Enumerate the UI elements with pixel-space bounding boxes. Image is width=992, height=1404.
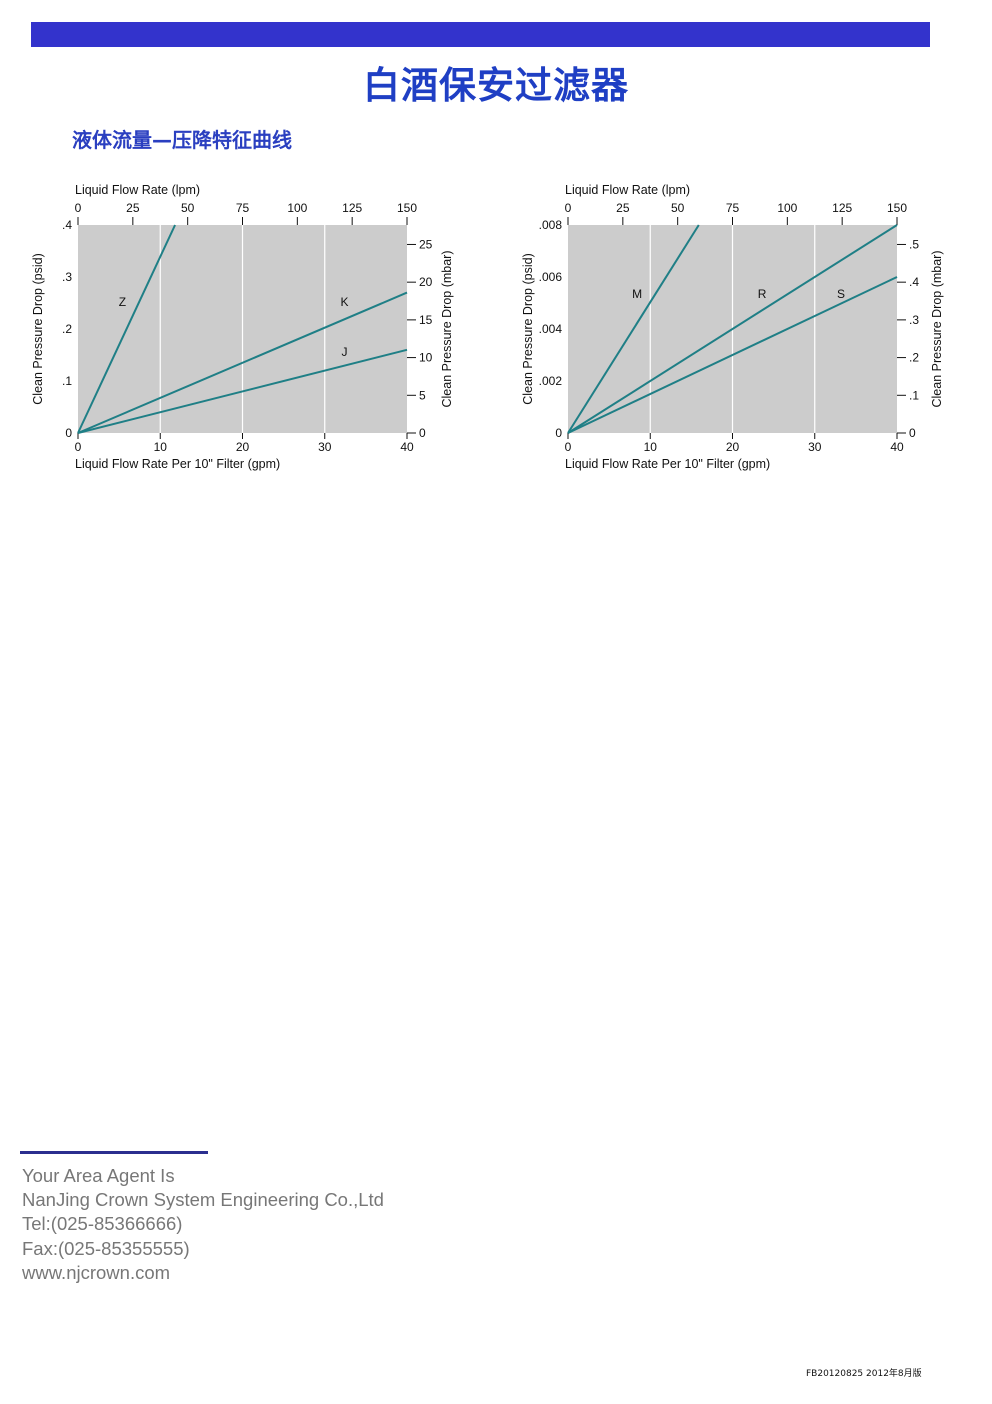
agent-line: Your Area Agent Is xyxy=(22,1165,175,1186)
x-axis-tick-label: 30 xyxy=(808,440,822,454)
top-axis-tick-label: 0 xyxy=(75,201,82,215)
series-label-k: K xyxy=(340,295,348,309)
telephone: Tel:(025-85366666) xyxy=(22,1213,183,1235)
x-axis-tick-label: 10 xyxy=(154,440,168,454)
x-axis-tick-label: 30 xyxy=(318,440,332,454)
series-line-z xyxy=(77,224,176,434)
right-axis-tick-label: 25 xyxy=(419,237,433,251)
series-label-r: R xyxy=(758,287,767,301)
top-axis-tick-label: 125 xyxy=(342,201,362,215)
right-axis-title: Clean Pressure Drop (mbar) xyxy=(440,251,454,408)
right-axis-tick-label: .4 xyxy=(909,275,919,289)
right-axis-tick-label: .2 xyxy=(909,351,919,365)
top-axis-tick-label: 100 xyxy=(287,201,307,215)
website: www.njcrown.com xyxy=(22,1261,171,1283)
x-axis-tick-label: 0 xyxy=(75,440,82,454)
right-axis-tick-label: .5 xyxy=(909,237,919,251)
x-axis-tick-label: 20 xyxy=(236,440,250,454)
y-axis-title: Clean Pressure Drop (psid) xyxy=(31,253,45,404)
pressure-drop-chart-right: 0 25 50 75 100 125 150 Liquid Flow Rate (lpm) 0 1… xyxy=(520,175,950,475)
right-axis-tick-label: 0 xyxy=(419,426,426,440)
company-name: NanJing Crown System Engineering Co.,Ltd xyxy=(22,1189,384,1211)
series-line-s xyxy=(567,276,898,434)
top-axis-tick-label: 125 xyxy=(832,201,852,215)
series-line-k xyxy=(77,291,408,434)
right-axis-tick-label: 15 xyxy=(419,313,433,327)
y-axis-tick-label: 0 xyxy=(65,426,72,440)
right-axis-tick-label: .1 xyxy=(909,388,919,402)
right-axis-tick-label: 20 xyxy=(419,275,433,289)
right-axis-tick-label: .3 xyxy=(909,313,919,327)
page-title: 白酒保安过滤器 xyxy=(363,64,629,107)
top-axis-title: Liquid Flow Rate (lpm) xyxy=(565,183,690,197)
y-axis-tick-label: .4 xyxy=(62,218,72,232)
top-axis-tick-label: 0 xyxy=(565,201,572,215)
y-axis-tick-label: .008 xyxy=(539,218,563,232)
fax: Fax:(025-85355555) xyxy=(22,1237,190,1259)
series-label-m: M xyxy=(632,287,642,301)
right-axis-tick-label: 5 xyxy=(419,388,426,402)
right-axis-tick-label: 10 xyxy=(419,351,433,365)
y-axis-tick-label: 0 xyxy=(555,426,562,440)
y-axis-tick-label: .1 xyxy=(62,374,72,388)
y-axis-title: Clean Pressure Drop (psid) xyxy=(521,253,535,404)
x-axis-title: Liquid Flow Rate Per 10" Filter (gpm) xyxy=(565,457,770,471)
pressure-drop-chart-left: 0 25 50 75 100 125 150 Liquid Flow Rate (lpm) 0 1… xyxy=(30,175,460,475)
section-title: 液体流量—压降特征曲线 xyxy=(72,128,292,152)
x-axis-title: Liquid Flow Rate Per 10" Filter (gpm) xyxy=(75,457,280,471)
top-axis-tick-label: 75 xyxy=(726,201,740,215)
agent-contact: Your Area Agent Is NanJing Crown System … xyxy=(22,1164,384,1285)
x-axis-tick-label: 10 xyxy=(644,440,658,454)
document-code: FB20120825 2012年8月版 xyxy=(806,1369,922,1379)
top-axis-tick-label: 25 xyxy=(126,201,140,215)
series-line-m xyxy=(567,224,700,434)
series-label-j: J xyxy=(341,345,347,359)
series-label-s: S xyxy=(837,287,845,301)
x-axis-tick-label: 20 xyxy=(726,440,740,454)
top-axis-tick-label: 50 xyxy=(181,201,195,215)
x-axis-tick-label: 0 xyxy=(565,440,572,454)
series-line-r xyxy=(567,224,898,434)
x-axis-tick-label: 40 xyxy=(890,440,904,454)
top-axis-tick-label: 150 xyxy=(397,201,417,215)
top-axis-tick-label: 100 xyxy=(777,201,797,215)
series-line-j xyxy=(77,348,408,434)
top-axis-title: Liquid Flow Rate (lpm) xyxy=(75,183,200,197)
top-axis-tick-label: 75 xyxy=(236,201,250,215)
y-axis-tick-label: .2 xyxy=(62,322,72,336)
x-axis-tick-label: 40 xyxy=(400,440,414,454)
y-axis-tick-label: .3 xyxy=(62,270,72,284)
footer-rule xyxy=(20,1151,208,1154)
header-bar xyxy=(31,22,930,47)
y-axis-tick-label: .002 xyxy=(539,374,563,388)
series-label-z: Z xyxy=(119,295,126,309)
top-axis-tick-label: 25 xyxy=(616,201,630,215)
right-axis-title: Clean Pressure Drop (mbar) xyxy=(930,251,944,408)
top-axis-tick-label: 50 xyxy=(671,201,685,215)
top-axis-tick-label: 150 xyxy=(887,201,907,215)
right-axis-tick-label: 0 xyxy=(909,426,916,440)
y-axis-tick-label: .004 xyxy=(539,322,563,336)
y-axis-tick-label: .006 xyxy=(539,270,563,284)
